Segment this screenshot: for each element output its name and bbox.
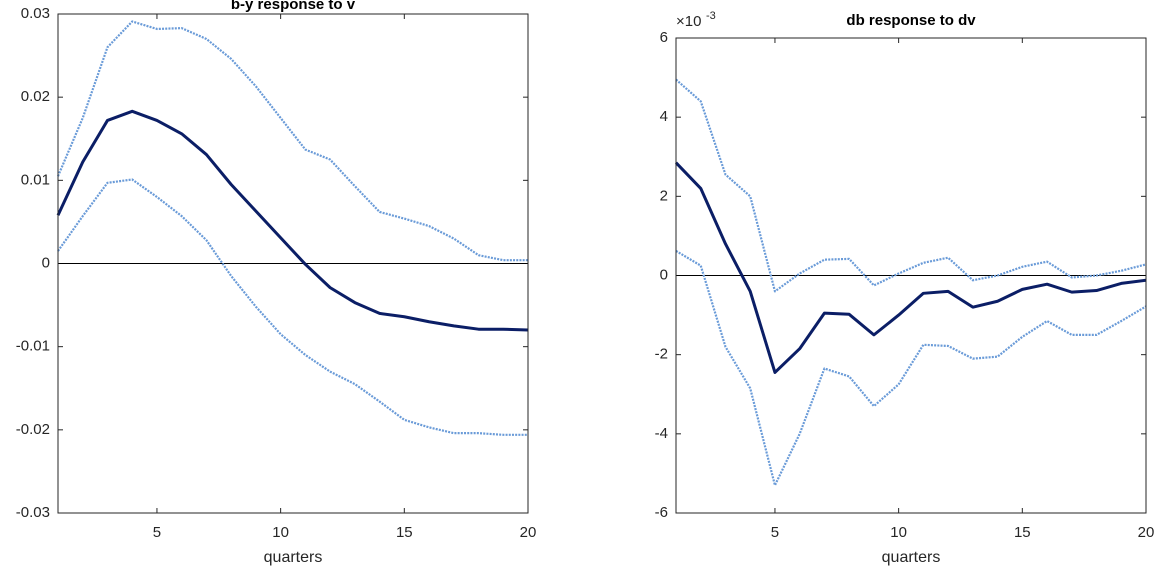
y-tick-label: 0.01 <box>21 171 50 188</box>
y-tick-label: -4 <box>655 425 668 442</box>
chart-title: b-y response to v <box>231 0 356 13</box>
y-multiplier: ×10 <box>676 13 701 30</box>
y-tick-label: -6 <box>655 504 668 521</box>
confidence-band <box>675 250 1147 487</box>
x-tick-label: 15 <box>396 524 413 541</box>
y-multiplier-exponent: -3 <box>706 10 716 22</box>
x-tick-label: 20 <box>1138 524 1155 541</box>
x-tick-label: 10 <box>890 524 907 541</box>
y-tick-label: 0.03 <box>21 5 50 22</box>
y-tick-label: -0.01 <box>16 338 50 355</box>
y-tick-label: 0 <box>660 266 668 283</box>
x-tick-label: 10 <box>272 524 289 541</box>
confidence-band <box>56 20 528 262</box>
y-tick-label: 0 <box>42 254 50 271</box>
y-tick-label: -0.03 <box>16 504 50 521</box>
x-tick-label: 20 <box>520 524 537 541</box>
chart-title: db response to dv <box>846 12 976 29</box>
y-tick-label: -2 <box>655 346 668 363</box>
axes-box <box>57 13 529 514</box>
x-tick-label: 5 <box>153 524 161 541</box>
y-tick-label: 2 <box>660 187 668 204</box>
response-line <box>674 161 1147 374</box>
y-tick-label: -0.02 <box>16 421 50 438</box>
x-tick-label: 15 <box>1014 524 1031 541</box>
y-tick-label: 6 <box>660 29 668 46</box>
x-axis-label: quarters <box>882 549 941 566</box>
axes-box <box>675 37 1147 514</box>
response-line <box>56 109 529 332</box>
y-tick-label: 4 <box>660 108 668 125</box>
x-tick-label: 5 <box>771 524 779 541</box>
y-tick-label: 0.02 <box>21 88 50 105</box>
confidence-band <box>57 178 528 436</box>
x-axis-label: quarters <box>264 549 323 566</box>
